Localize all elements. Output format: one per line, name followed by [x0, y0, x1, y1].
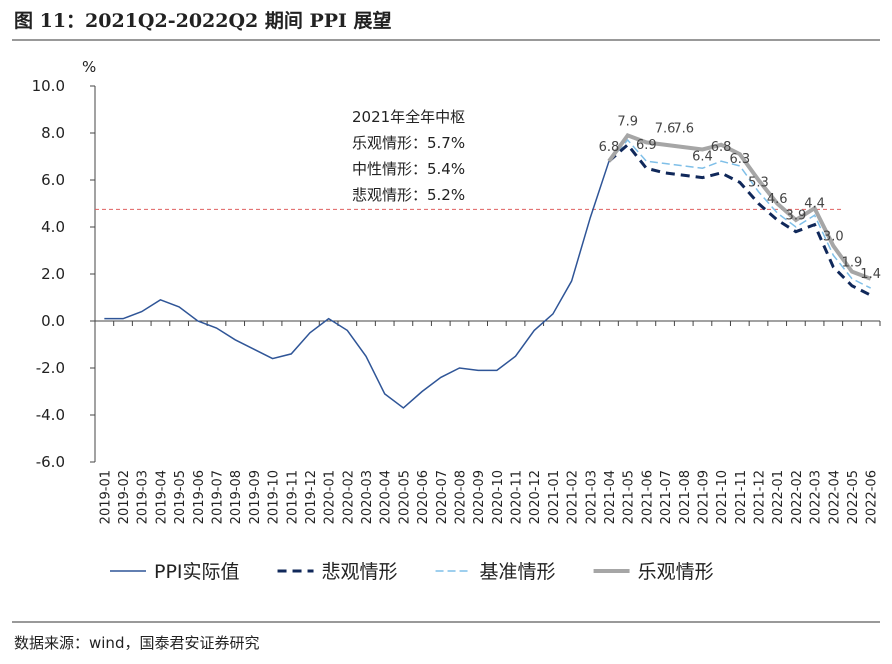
y-tick-label: -4.0	[36, 406, 65, 424]
data-label: 7.6	[655, 121, 676, 136]
x-tick-label: 2020-05	[397, 470, 412, 524]
x-tick-label: 2021-06	[640, 470, 655, 524]
x-tick-label: 2021-05	[622, 470, 637, 524]
data-label: 3.0	[823, 230, 844, 245]
x-tick-label: 2021-02	[566, 470, 581, 524]
x-tick-label: 2019-12	[304, 470, 319, 524]
x-tick-label: 2019-01	[98, 470, 113, 524]
x-tick-label: 2020-02	[341, 470, 356, 524]
data-label: 1.4	[860, 267, 881, 282]
data-label: 6.8	[711, 140, 732, 155]
x-tick-label: 2021-09	[696, 470, 711, 524]
data-label: 4.4	[804, 197, 825, 212]
x-tick-label: 2019-10	[267, 470, 282, 524]
legend-label: 乐观情形	[638, 561, 714, 583]
annotation-text: 悲观情形：5.2%	[352, 186, 465, 204]
series-line	[104, 160, 610, 409]
y-tick-label: 6.0	[41, 171, 65, 189]
x-tick-label: 2020-03	[360, 470, 375, 524]
x-tick-label: 2022-03	[809, 470, 824, 524]
y-tick-label: -6.0	[36, 453, 65, 471]
x-tick-label: 2022-05	[846, 470, 861, 524]
series-line	[607, 132, 872, 281]
x-tick-label: 2021-03	[584, 470, 599, 524]
x-tick-label: 2019-06	[192, 470, 207, 524]
data-label: 6.4	[692, 150, 713, 165]
x-tick-label: 2020-10	[491, 470, 506, 524]
unit-label: %	[82, 58, 96, 76]
x-tick-label: 2020-11	[510, 470, 525, 524]
source: 数据来源：wind，国泰君安证券研究	[14, 634, 259, 652]
data-label: 6.3	[729, 152, 750, 167]
x-tick-label: 2020-01	[323, 470, 338, 524]
x-tick-label: 2019-09	[248, 470, 263, 524]
data-label: 1.9	[842, 255, 863, 270]
x-tick-label: 2020-04	[379, 470, 394, 524]
x-tick-label: 2021-11	[734, 470, 749, 524]
x-tick-label: 2019-08	[229, 470, 244, 524]
legend-label: PPI实际值	[154, 561, 240, 583]
annotation-text: 乐观情形：5.7%	[352, 134, 465, 152]
x-tick-label: 2019-03	[136, 470, 151, 524]
y-tick-label: 8.0	[41, 124, 65, 142]
x-tick-label: 2021-04	[603, 470, 618, 524]
x-tick-label: 2020-07	[435, 470, 450, 524]
data-label: 3.9	[786, 208, 807, 223]
y-tick-label: 10.0	[32, 77, 65, 95]
data-label: 5.3	[748, 175, 769, 190]
data-label: 7.6	[673, 121, 694, 136]
data-label: 7.9	[617, 114, 638, 129]
x-tick-label: 2019-04	[154, 470, 169, 524]
x-tick-label: 2020-08	[453, 470, 468, 524]
y-tick-label: 0.0	[41, 312, 65, 330]
x-tick-label: 2021-01	[547, 470, 562, 524]
data-label: 4.6	[767, 192, 788, 207]
y-tick-label: 4.0	[41, 218, 65, 236]
x-tick-label: 2021-10	[715, 470, 730, 524]
data-label: 6.9	[636, 138, 657, 153]
annotation-text: 中性情形：5.4%	[352, 160, 465, 178]
x-tick-label: 2019-05	[173, 470, 188, 524]
x-tick-label: 2020-09	[472, 470, 487, 524]
chart-title: 图 11：2021Q2-2022Q2 期间 PPI 展望	[14, 9, 392, 32]
x-tick-label: 2020-06	[416, 470, 431, 524]
legend-label: 悲观情形	[322, 561, 398, 583]
x-tick-label: 2021-08	[678, 470, 693, 524]
annotation-text: 2021年全年中枢	[352, 108, 465, 126]
x-tick-label: 2022-02	[790, 470, 805, 524]
y-tick-label: 2.0	[41, 265, 65, 283]
x-tick-label: 2019-02	[117, 470, 132, 524]
series-line	[607, 142, 872, 297]
series-line	[608, 138, 871, 289]
x-tick-label: 2020-12	[528, 470, 543, 524]
x-tick-label: 2022-06	[865, 470, 880, 524]
legend-label: 基准情形	[480, 561, 556, 583]
x-tick-label: 2021-07	[659, 470, 674, 524]
x-tick-label: 2022-01	[771, 470, 786, 524]
x-tick-label: 2022-04	[827, 470, 842, 524]
y-tick-label: -2.0	[36, 359, 65, 377]
x-tick-label: 2021-12	[753, 470, 768, 524]
data-label: 6.8	[599, 140, 620, 155]
x-tick-label: 2019-07	[210, 470, 225, 524]
x-tick-label: 2019-11	[285, 470, 300, 524]
